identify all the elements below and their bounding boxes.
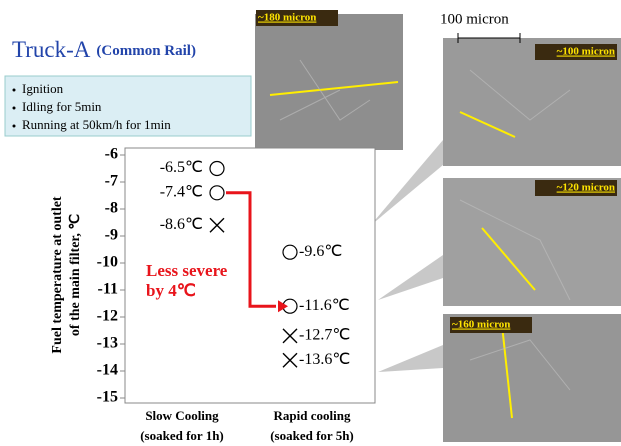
y-tick-label: -12	[97, 308, 118, 325]
title-group: Truck-A (Common Rail)	[12, 37, 196, 62]
value-label: -12.7℃	[299, 327, 350, 344]
slide: Truck-A (Common Rail) Ignition Idling for …	[0, 0, 621, 446]
y-tick-label: -10	[97, 254, 118, 271]
y-tick-label: -11	[98, 281, 118, 298]
bullet-dot	[13, 125, 16, 128]
bullet: Ignition	[22, 81, 64, 96]
y-tick-label: -8	[105, 200, 118, 217]
y-axis-label-line: of the main filter, ℃	[68, 214, 83, 336]
y-axis-label-line: Fuel temperature at outlet	[50, 196, 65, 354]
value-label: -9.6℃	[299, 243, 342, 260]
y-tick-label: -15	[97, 389, 118, 406]
value-label: -11.6℃	[299, 297, 350, 314]
bullet-dot	[13, 107, 16, 110]
image-label: ~100 micron	[557, 46, 615, 58]
value-label: -13.6℃	[299, 351, 350, 368]
annotation: Less severe	[146, 261, 228, 280]
value-label: -8.6℃	[160, 216, 203, 233]
value-label: -6.5℃	[160, 159, 203, 176]
value-label: -7.4℃	[160, 183, 203, 200]
micrograph	[255, 14, 403, 150]
x-tick-label: (soaked for 5h)	[270, 428, 354, 443]
image-label: ~160 micron	[452, 319, 510, 331]
bullet-dot	[13, 89, 16, 92]
micrograph	[443, 314, 621, 442]
bullet: Running at 50km/h for 1min	[22, 117, 171, 132]
image-label: ~120 micron	[557, 182, 615, 194]
y-tick-label: -13	[97, 335, 118, 352]
title-note: (Common Rail)	[96, 43, 196, 59]
x-tick-label: Slow Cooling	[145, 408, 219, 423]
title: Truck-A	[12, 37, 91, 62]
annotation: by 4℃	[146, 281, 196, 300]
scale-label: 100 micron	[440, 11, 509, 27]
image-label: ~180 micron	[258, 12, 316, 24]
x-tick-label: (soaked for 1h)	[140, 428, 224, 443]
y-tick-label: -9	[105, 227, 118, 244]
y-tick-label: -14	[97, 362, 118, 379]
y-tick-label: -7	[105, 173, 118, 190]
bullet: Idling for 5min	[22, 99, 102, 114]
x-tick-label: Rapid cooling	[274, 408, 351, 423]
y-tick-label: -6	[105, 146, 118, 163]
